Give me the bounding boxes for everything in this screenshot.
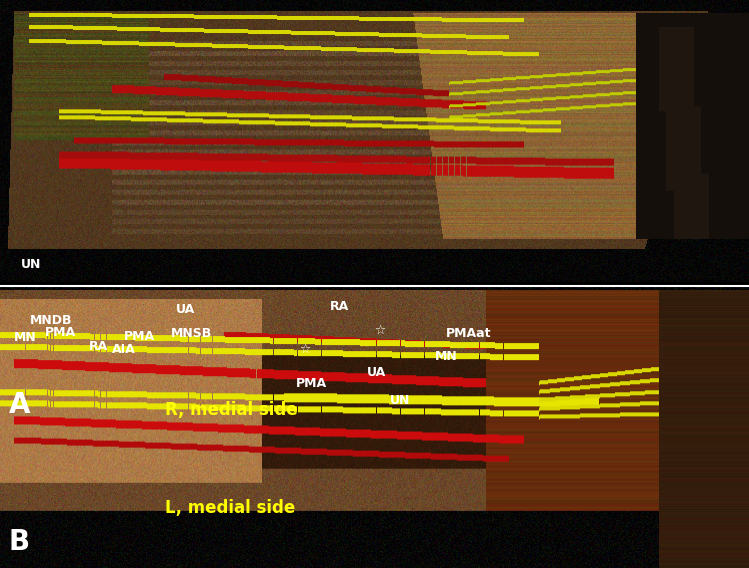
Text: AIA: AIA	[112, 343, 136, 356]
Text: MN: MN	[434, 350, 457, 363]
Text: PMA: PMA	[296, 377, 327, 390]
Text: MN: MN	[13, 332, 36, 344]
Text: L, medial side: L, medial side	[165, 499, 295, 517]
Text: ☆: ☆	[300, 343, 311, 356]
Text: UA: UA	[367, 366, 386, 378]
Text: MNDB: MNDB	[30, 315, 73, 327]
Text: UN: UN	[389, 394, 410, 407]
Text: R, medial side: R, medial side	[165, 401, 297, 419]
Text: ☆: ☆	[374, 324, 386, 337]
Text: PMAat: PMAat	[446, 328, 491, 340]
Text: UA: UA	[176, 303, 195, 316]
Text: RA: RA	[330, 300, 349, 313]
Text: MNSB: MNSB	[171, 327, 212, 340]
Text: UN: UN	[21, 258, 41, 270]
Text: RA: RA	[88, 340, 108, 353]
Text: B: B	[9, 528, 30, 556]
Text: PMA: PMA	[124, 330, 155, 343]
Text: PMA: PMA	[45, 326, 76, 339]
Text: A: A	[9, 391, 31, 419]
